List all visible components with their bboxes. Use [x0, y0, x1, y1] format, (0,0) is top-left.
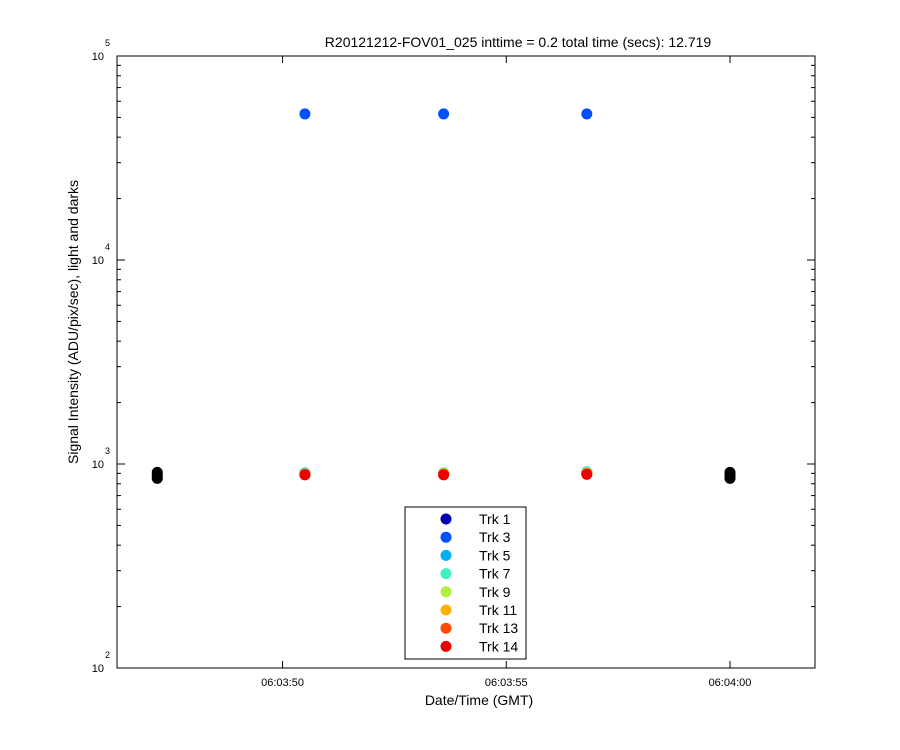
legend-label: Trk 13	[479, 620, 518, 636]
y-tick-label: 10	[92, 51, 104, 63]
data-point	[299, 469, 311, 481]
x-tick-label: 06:03:50	[261, 677, 304, 689]
dark-point	[724, 466, 736, 478]
data-point	[581, 468, 593, 480]
legend-marker	[440, 568, 452, 580]
data-points	[151, 108, 736, 484]
y-tick-exponent: 4	[105, 242, 110, 252]
legend-marker	[440, 586, 452, 598]
legend-marker	[440, 622, 452, 634]
legend-marker	[440, 640, 452, 652]
data-point	[581, 108, 593, 120]
y-tick-label: 10	[92, 255, 104, 267]
legend-marker	[440, 513, 452, 525]
legend: Trk 1 Trk 3 Trk 5 Trk 7 Trk 9 Trk 11 Trk 13 Trk…	[404, 506, 527, 660]
x-tick-label: 06:04:00	[709, 677, 752, 689]
chart-title: R20121212-FOV01_025 inttime = 0.2 total …	[325, 34, 712, 50]
legend-label: Trk 9	[479, 584, 511, 600]
legend-label: Trk 14	[479, 638, 518, 654]
legend-marker	[440, 604, 452, 616]
y-tick-exponent: 3	[105, 446, 110, 456]
legend-marker	[440, 531, 452, 543]
x-tick-label: 06:03:55	[485, 677, 528, 689]
y-tick-label: 10	[92, 459, 104, 471]
legend-marker	[440, 549, 452, 561]
legend-label: Trk 5	[479, 547, 511, 563]
y-tick-exponent: 5	[105, 38, 110, 48]
data-point	[438, 108, 450, 120]
legend-label: Trk 3	[479, 529, 511, 545]
legend-box	[404, 506, 527, 660]
legend-label: Trk 11	[479, 602, 517, 618]
x-axis: 06:03:50 06:03:55 06:04:00	[261, 56, 751, 689]
dark-point	[151, 466, 163, 478]
y-tick-exponent: 2	[105, 650, 110, 660]
legend-label: Trk 7	[479, 566, 511, 582]
x-axis-label: Date/Time (GMT)	[425, 692, 533, 708]
y-axis-label: Signal Intensity (ADU/pix/sec), light an…	[65, 180, 81, 464]
data-point	[438, 469, 450, 481]
data-point	[299, 108, 311, 120]
legend-label: Trk 1	[479, 511, 511, 527]
y-tick-label: 10	[92, 663, 104, 675]
